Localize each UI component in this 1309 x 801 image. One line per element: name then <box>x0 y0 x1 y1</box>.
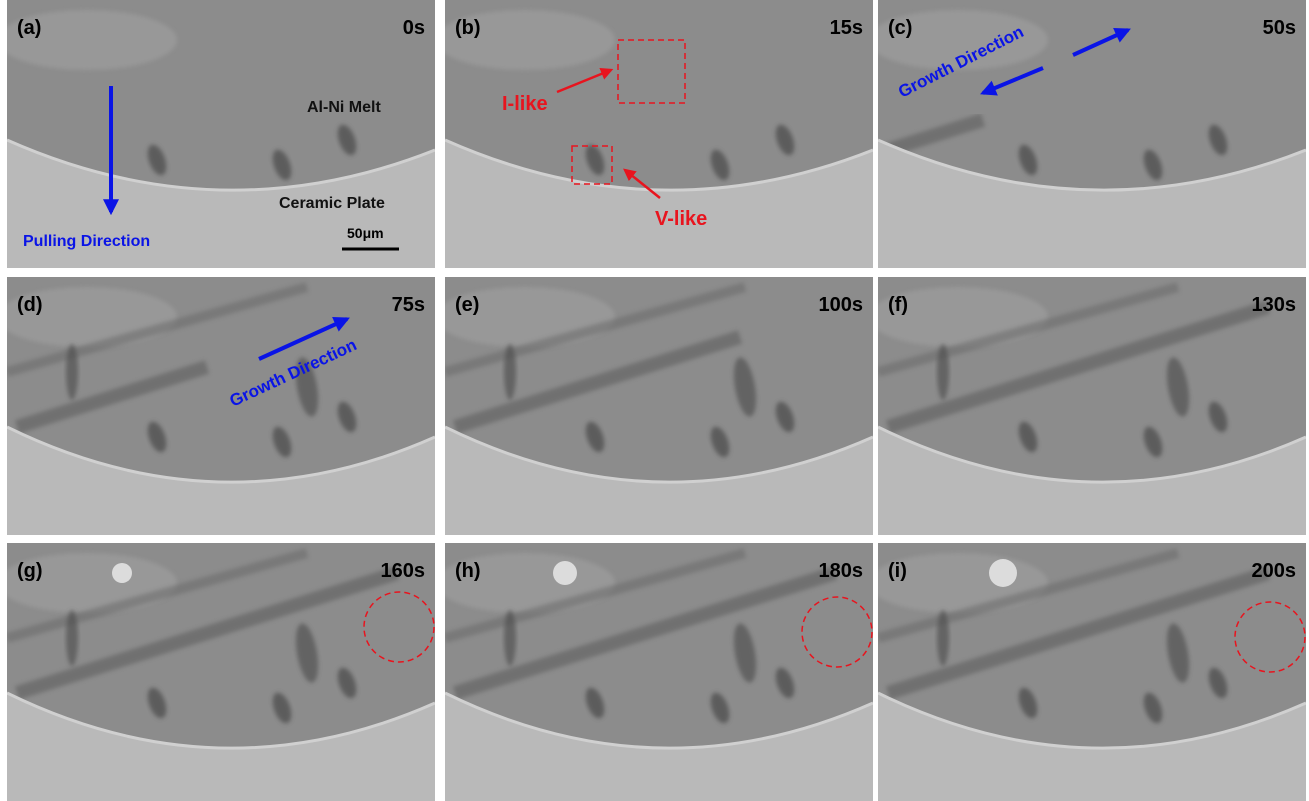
panel-label: (f) <box>888 294 908 316</box>
panel: (g) 160s <box>0 543 435 801</box>
panel: (b) 15s I-like V-like <box>435 0 873 268</box>
image <box>868 277 1306 535</box>
panel-label: (i) <box>888 560 907 582</box>
plate-label: Ceramic Plate <box>279 195 385 212</box>
panel-label: (b) <box>455 17 481 39</box>
panel: (e) 100s <box>435 277 873 535</box>
panel-label: (h) <box>455 560 481 582</box>
crystal <box>504 344 516 400</box>
panel-label: (c) <box>888 17 912 39</box>
pull-label: Pulling Direction <box>23 233 150 250</box>
v-like-label: V-like <box>655 208 707 230</box>
bubble <box>989 559 1017 587</box>
image <box>435 543 873 801</box>
time-label: 180s <box>819 560 864 582</box>
time-label: 160s <box>381 560 426 582</box>
panel: (i) 200s <box>868 543 1306 801</box>
panel-label: (e) <box>455 294 479 316</box>
time-label: 0s <box>403 17 425 39</box>
panel-label: (d) <box>17 294 43 316</box>
image <box>868 0 1306 268</box>
figure: (a) 0s Al-Ni Melt Ceramic Plate Pulling Dire… <box>0 0 1309 801</box>
time-label: 100s <box>819 294 864 316</box>
time-label: 75s <box>392 294 425 316</box>
crystal <box>66 344 78 400</box>
panel: (a) 0s Al-Ni Melt Ceramic Plate Pulling Dire… <box>0 0 435 268</box>
page: {"panels": [ {"label": "(a)", "time": "0… <box>0 0 1309 801</box>
image <box>0 277 435 535</box>
panel-label: (g) <box>17 560 43 582</box>
melt-label: Al-Ni Melt <box>307 99 381 116</box>
crystal <box>937 610 949 666</box>
crystal <box>504 610 516 666</box>
crystal <box>66 610 78 666</box>
time-label: 15s <box>830 17 863 39</box>
crystal <box>937 344 949 400</box>
panel: (h) 180s <box>435 543 873 801</box>
time-label: 200s <box>1252 560 1297 582</box>
bubble <box>553 561 577 585</box>
time-label: 50s <box>1263 17 1296 39</box>
scale-label: 50μm <box>347 225 384 241</box>
image <box>0 543 435 801</box>
image <box>868 543 1306 801</box>
image <box>435 277 873 535</box>
bubble <box>112 563 132 583</box>
panel: (f) 130s <box>868 277 1306 535</box>
time-label: 130s <box>1252 294 1297 316</box>
panel-label: (a) <box>17 17 41 39</box>
i-like-label: I-like <box>502 93 548 115</box>
